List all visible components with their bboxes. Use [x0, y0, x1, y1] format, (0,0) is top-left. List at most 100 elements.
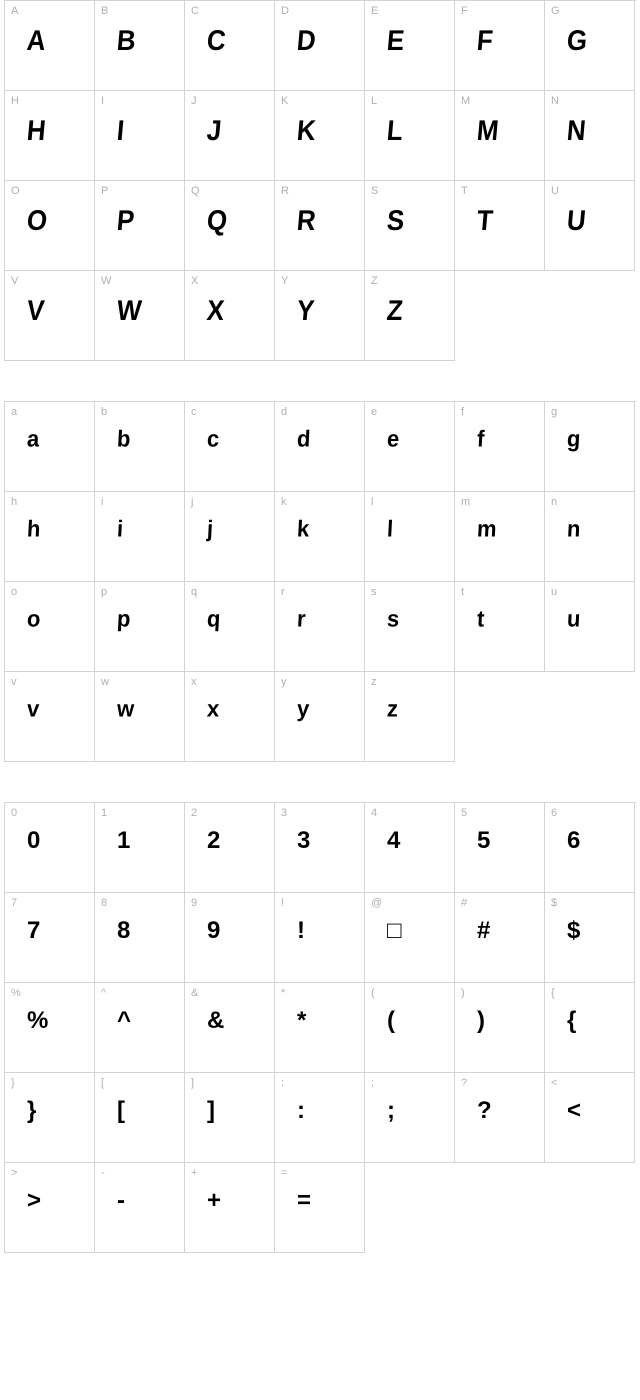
glyph-cell[interactable]: ^^: [95, 983, 185, 1073]
glyph-cell[interactable]: zz: [365, 672, 455, 762]
glyph-cell[interactable]: CC: [185, 1, 275, 91]
glyph-cell[interactable]: jj: [185, 492, 275, 582]
glyph-cell[interactable]: xx: [185, 672, 275, 762]
glyph-cell[interactable]: vv: [5, 672, 95, 762]
glyph-character: G: [566, 23, 588, 57]
glyph-cell[interactable]: ++: [185, 1163, 275, 1253]
glyph-cell[interactable]: yy: [275, 672, 365, 762]
glyph-cell[interactable]: ::: [275, 1073, 365, 1163]
glyph-cell[interactable]: YY: [275, 271, 365, 361]
glyph-cell[interactable]: aa: [5, 402, 95, 492]
glyph-cell[interactable]: ??: [455, 1073, 545, 1163]
glyph-cell[interactable]: $$: [545, 893, 635, 983]
glyph-character: s: [386, 605, 400, 632]
glyph-cell[interactable]: @□: [365, 893, 455, 983]
glyph-cell[interactable]: FF: [455, 1, 545, 91]
glyph-cell[interactable]: ((: [365, 983, 455, 1073]
glyph-character: K: [296, 113, 317, 147]
glyph-cell[interactable]: oo: [5, 582, 95, 672]
glyph-character: [: [117, 1097, 125, 1125]
glyph-cell[interactable]: 88: [95, 893, 185, 983]
glyph-cell[interactable]: kk: [275, 492, 365, 582]
glyph-cell[interactable]: qq: [185, 582, 275, 672]
glyph-cell[interactable]: 55: [455, 803, 545, 893]
glyph-cell[interactable]: MM: [455, 91, 545, 181]
glyph-character: H: [26, 113, 47, 147]
glyph-cell[interactable]: SS: [365, 181, 455, 271]
glyph-cell[interactable]: %%: [5, 983, 95, 1073]
glyph-cell[interactable]: ee: [365, 402, 455, 492]
glyph-cell[interactable]: QQ: [185, 181, 275, 271]
glyph-cell[interactable]: BB: [95, 1, 185, 91]
glyph-cell[interactable]: )): [455, 983, 545, 1073]
glyph-character: t: [476, 605, 485, 632]
glyph-label: 4: [371, 807, 377, 819]
glyph-character: 8: [117, 917, 130, 945]
glyph-cell[interactable]: AA: [5, 1, 95, 91]
glyph-cell[interactable]: VV: [5, 271, 95, 361]
glyph-cell[interactable]: gg: [545, 402, 635, 492]
glyph-cell[interactable]: GG: [545, 1, 635, 91]
glyph-cell[interactable]: pp: [95, 582, 185, 672]
glyph-cell[interactable]: ;;: [365, 1073, 455, 1163]
glyph-cell[interactable]: [[: [95, 1073, 185, 1163]
glyph-cell[interactable]: dd: [275, 402, 365, 492]
glyph-cell[interactable]: 99: [185, 893, 275, 983]
glyph-label: G: [551, 5, 560, 17]
glyph-cell[interactable]: {{: [545, 983, 635, 1073]
glyph-cell[interactable]: nn: [545, 492, 635, 582]
glyph-cell[interactable]: JJ: [185, 91, 275, 181]
glyph-cell[interactable]: ]]: [185, 1073, 275, 1163]
glyph-cell[interactable]: UU: [545, 181, 635, 271]
glyph-cell[interactable]: OO: [5, 181, 95, 271]
glyph-cell[interactable]: ZZ: [365, 271, 455, 361]
glyph-grid: AABBCCDDEEFFGGHHIIJJKKLLMMNNOOPPQQRRSSTT…: [4, 0, 636, 361]
glyph-cell[interactable]: ##: [455, 893, 545, 983]
glyph-cell[interactable]: cc: [185, 402, 275, 492]
glyph-cell[interactable]: KK: [275, 91, 365, 181]
glyph-character: I: [116, 113, 125, 147]
glyph-cell[interactable]: 66: [545, 803, 635, 893]
glyph-cell[interactable]: --: [95, 1163, 185, 1253]
glyph-cell[interactable]: 33: [275, 803, 365, 893]
glyph-cell[interactable]: tt: [455, 582, 545, 672]
glyph-cell[interactable]: TT: [455, 181, 545, 271]
glyph-cell[interactable]: &&: [185, 983, 275, 1073]
glyph-cell[interactable]: ==: [275, 1163, 365, 1253]
glyph-character: 4: [387, 827, 400, 855]
glyph-cell[interactable]: RR: [275, 181, 365, 271]
glyph-cell[interactable]: 11: [95, 803, 185, 893]
glyph-cell[interactable]: bb: [95, 402, 185, 492]
glyph-label: o: [11, 586, 17, 598]
glyph-cell[interactable]: rr: [275, 582, 365, 672]
glyph-cell[interactable]: }}: [5, 1073, 95, 1163]
glyph-cell[interactable]: ss: [365, 582, 455, 672]
glyph-character: u: [566, 605, 581, 632]
glyph-cell[interactable]: 00: [5, 803, 95, 893]
glyph-cell[interactable]: 22: [185, 803, 275, 893]
glyph-cell[interactable]: EE: [365, 1, 455, 91]
glyph-cell[interactable]: NN: [545, 91, 635, 181]
glyph-cell[interactable]: ll: [365, 492, 455, 582]
glyph-cell[interactable]: mm: [455, 492, 545, 582]
glyph-cell[interactable]: ii: [95, 492, 185, 582]
glyph-cell[interactable]: 77: [5, 893, 95, 983]
glyph-cell[interactable]: hh: [5, 492, 95, 582]
glyph-cell[interactable]: 44: [365, 803, 455, 893]
glyph-cell[interactable]: II: [95, 91, 185, 181]
glyph-cell[interactable]: XX: [185, 271, 275, 361]
glyph-cell[interactable]: LL: [365, 91, 455, 181]
glyph-cell[interactable]: WW: [95, 271, 185, 361]
glyph-label: O: [11, 185, 20, 197]
glyph-cell[interactable]: ff: [455, 402, 545, 492]
glyph-cell[interactable]: !!: [275, 893, 365, 983]
glyph-cell[interactable]: <<: [545, 1073, 635, 1163]
glyph-label: *: [281, 987, 285, 999]
glyph-cell[interactable]: >>: [5, 1163, 95, 1253]
glyph-cell[interactable]: PP: [95, 181, 185, 271]
glyph-cell[interactable]: **: [275, 983, 365, 1073]
glyph-cell[interactable]: ww: [95, 672, 185, 762]
glyph-cell[interactable]: DD: [275, 1, 365, 91]
glyph-cell[interactable]: HH: [5, 91, 95, 181]
glyph-cell[interactable]: uu: [545, 582, 635, 672]
